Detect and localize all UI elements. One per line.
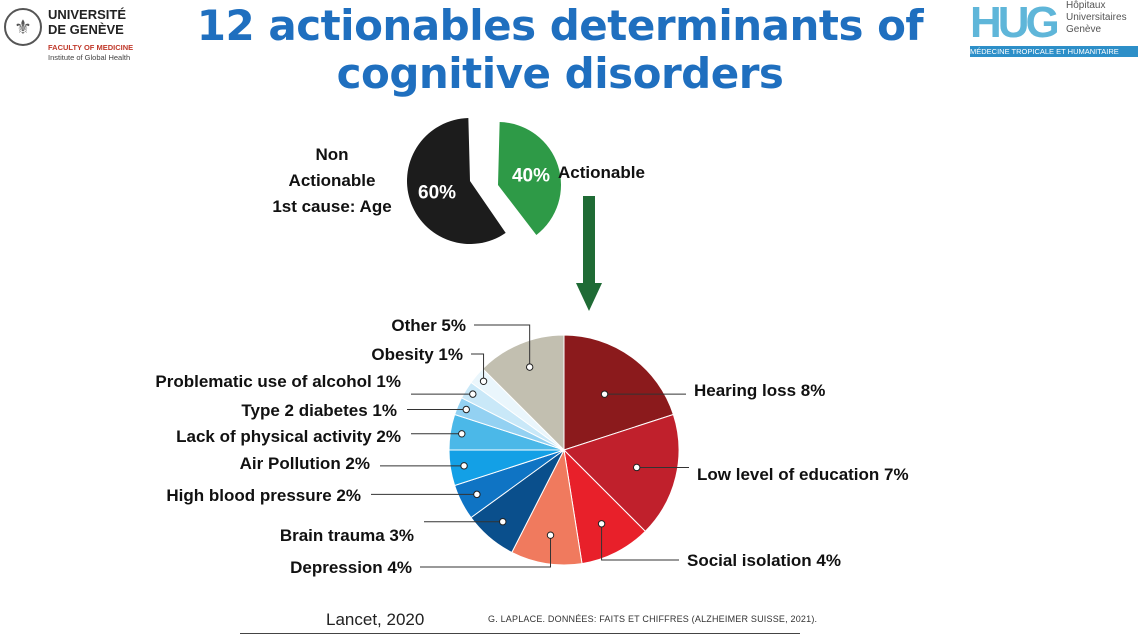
- hug-band: MÉDECINE TROPICALE ET HUMANITAIRE: [970, 46, 1138, 57]
- top-pie-percent-label: 60%: [418, 183, 456, 204]
- title-line2: cognitive disorders: [336, 49, 784, 99]
- hug-line3: Genève: [1066, 24, 1102, 35]
- non-actionable-label-2: Actionable: [289, 171, 376, 190]
- footer-reference: Lancet, 2020: [326, 610, 425, 629]
- top-pie-slice: [498, 122, 561, 235]
- determinant-label: Obesity 1%: [371, 345, 463, 364]
- hug-logo: HUG Hôpitaux Universitaires Genève MÉDEC…: [970, 0, 1138, 62]
- down-arrow-icon: [576, 196, 602, 311]
- callout-dot: [460, 462, 468, 470]
- non-actionable-label-3: 1st cause: Age: [272, 197, 391, 216]
- determinant-label: Problematic use of alcohol 1%: [155, 372, 401, 391]
- callout-dot: [473, 490, 481, 499]
- top-pie-slice: [407, 118, 506, 244]
- hug-line2: Universitaires: [1066, 12, 1127, 23]
- callout-line: [420, 535, 552, 568]
- unige-institute: Institute of Global Health: [48, 53, 131, 62]
- footer-rule: [240, 633, 800, 634]
- callout-line: [601, 523, 679, 561]
- determinant-label: Type 2 diabetes 1%: [241, 401, 397, 420]
- pie-slice: [563, 413, 680, 533]
- pie-slice: [511, 448, 583, 566]
- actionable-pie: 40% 60%: [407, 118, 561, 244]
- callout-dot: [546, 531, 555, 539]
- callout-line: [474, 324, 531, 368]
- hug-line1: Hôpitaux: [1066, 0, 1106, 11]
- top-labels: Non Actionable 1st cause: Age Actionable: [272, 145, 645, 216]
- determinant-label: Low level of education 7%: [697, 465, 909, 484]
- university-seal-icon: ⚜: [4, 8, 42, 46]
- callout-dot: [479, 377, 488, 385]
- determinant-label: Other 5%: [391, 316, 466, 335]
- determinant-label: Air Pollution 2%: [240, 454, 370, 473]
- top-pie-percent-label: 40%: [512, 165, 550, 186]
- callout-dot: [462, 405, 470, 414]
- determinant-label: Depression 4%: [290, 558, 412, 577]
- callout-dot: [458, 430, 466, 438]
- callout-dot: [469, 390, 477, 398]
- determinant-label: Social isolation 4%: [687, 551, 841, 570]
- pie-slice: [563, 334, 675, 451]
- callout-dot: [632, 463, 641, 472]
- callout-dot: [525, 363, 534, 371]
- determinant-label: Lack of physical activity 2%: [176, 427, 401, 446]
- callout-dot: [499, 518, 507, 526]
- hug-text: Hôpitaux Universitaires Genève: [1066, 0, 1127, 36]
- determinant-labels: Hearing loss 8% Low level of education 7%…: [155, 316, 908, 577]
- determinant-label: Brain trauma 3%: [280, 526, 414, 545]
- callout-dot: [600, 390, 609, 398]
- footer-source: G. LAPLACE. DONNÉES: FAITS ET CHIFFRES (…: [488, 614, 818, 624]
- actionable-label: Actionable: [558, 163, 645, 182]
- callout-line: [471, 353, 485, 382]
- pie-slice: [563, 448, 647, 565]
- callout-dot: [597, 520, 606, 528]
- non-actionable-label-1: Non: [315, 145, 348, 164]
- determinant-label: Hearing loss 8%: [694, 381, 825, 400]
- determinant-label: High blood pressure 2%: [166, 486, 361, 505]
- unige-name: UNIVERSITÉ DE GENÈVE: [48, 7, 127, 38]
- unige-name-line1: UNIVERSITÉ: [48, 7, 127, 22]
- callout-lines: [371, 324, 689, 568]
- slide-title: 12 actionables determinants of cognitive…: [150, 1, 970, 99]
- hug-letters-text: HUG: [970, 0, 1060, 47]
- title-line1: 12 actionables determinants of: [196, 1, 924, 50]
- unige-logo: ⚜ UNIVERSITÉ DE GENÈVE FACULTY OF MEDICI…: [2, 4, 162, 74]
- unige-name-line2: DE GENÈVE: [48, 21, 124, 37]
- hug-letters: HUG: [970, 0, 1060, 47]
- unige-faculty: FACULTY OF MEDICINE: [48, 43, 134, 52]
- pie-slice: [481, 334, 565, 452]
- determinants-pie: [448, 334, 680, 566]
